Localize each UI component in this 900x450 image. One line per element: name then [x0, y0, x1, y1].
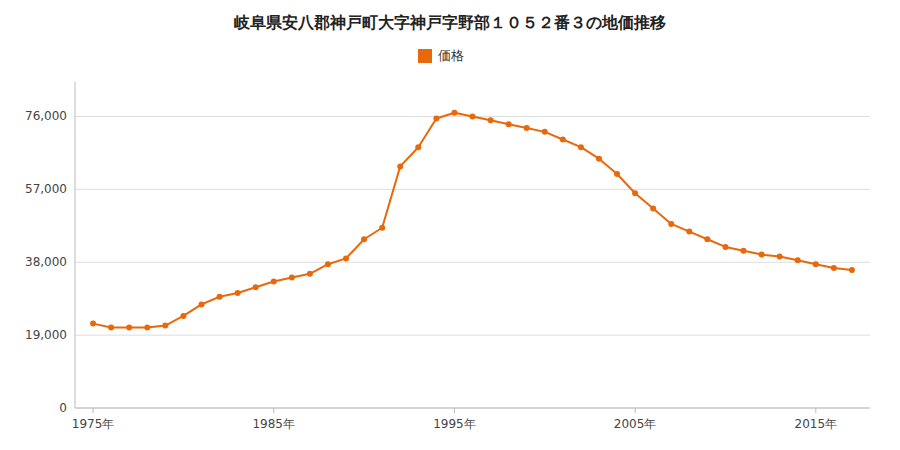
marker: [488, 117, 494, 123]
title: 岐阜県安八郡神戸町大字神戸字野部１０５２番３の地価推移: [234, 13, 666, 32]
marker: [180, 313, 186, 319]
marker: [451, 110, 457, 116]
y-axis: 0 19,000 38,000 57,000 76,000: [25, 82, 870, 415]
marker: [578, 144, 584, 150]
marker: [397, 163, 403, 169]
marker: [325, 261, 331, 267]
marker: [849, 267, 855, 273]
marker: [235, 290, 241, 296]
marker: [253, 284, 259, 290]
marker: [470, 114, 476, 120]
marker: [108, 324, 114, 330]
x-tick-label: 1985年: [252, 417, 295, 431]
marker: [614, 171, 620, 177]
x-axis-line: [75, 408, 870, 409]
y-tick-label: 38,000: [25, 255, 67, 269]
x-tick: [93, 408, 94, 413]
marker: [722, 244, 728, 250]
marker: [777, 254, 783, 260]
marker: [686, 229, 692, 235]
grid-line: [75, 335, 870, 336]
marker: [506, 121, 512, 127]
grid-line: [75, 189, 870, 190]
legend: 価格: [418, 48, 464, 64]
x-axis: 1975年 1985年 1995年 2005年 2015年: [72, 408, 870, 431]
y-tick-label: 0: [59, 401, 67, 415]
marker: [289, 275, 295, 281]
marker: [217, 294, 223, 300]
marker: [361, 236, 367, 242]
y-tick-label: 76,000: [25, 109, 67, 123]
marker: [524, 125, 530, 131]
marker: [741, 248, 747, 254]
x-tick-label: 1995年: [433, 417, 476, 431]
legend-label: 価格: [438, 48, 464, 63]
plot-area: [90, 110, 855, 331]
x-tick-label: 2005年: [614, 417, 657, 431]
marker: [144, 324, 150, 330]
marker: [343, 255, 349, 261]
marker: [90, 321, 96, 327]
x-tick: [815, 408, 816, 413]
y-tick-label: 57,000: [25, 182, 67, 196]
marker: [831, 265, 837, 271]
marker: [795, 257, 801, 263]
x-tick-label: 1975年: [72, 417, 115, 431]
line: [93, 113, 852, 328]
y-axis-line: [75, 82, 76, 408]
marker: [126, 324, 132, 330]
marker: [704, 236, 710, 242]
y-tick-label: 19,000: [25, 328, 67, 342]
marker: [813, 261, 819, 267]
marker: [433, 115, 439, 121]
x-tick: [454, 408, 455, 413]
marker: [379, 225, 385, 231]
marker: [759, 252, 765, 258]
legend-swatch: [418, 49, 432, 63]
marker: [162, 323, 168, 329]
marker: [271, 278, 277, 284]
marker: [307, 271, 313, 277]
grid-line: [75, 262, 870, 263]
marker: [668, 221, 674, 227]
marker: [596, 156, 602, 162]
marker: [632, 190, 638, 196]
marker: [415, 144, 421, 150]
chart: 岐阜県安八郡神戸町大字神戸字野部１０５２番３の地価推移 0 19,000 38,000…: [0, 0, 900, 450]
marker: [198, 301, 204, 307]
marker: [560, 137, 566, 143]
grid-line: [75, 408, 870, 409]
x-tick: [273, 408, 274, 413]
page: {"chart_data": {"type": "line", "title":…: [0, 0, 900, 450]
x-tick-label: 2015年: [795, 417, 838, 431]
marker: [650, 206, 656, 212]
marker: [542, 129, 548, 135]
x-tick: [635, 408, 636, 413]
